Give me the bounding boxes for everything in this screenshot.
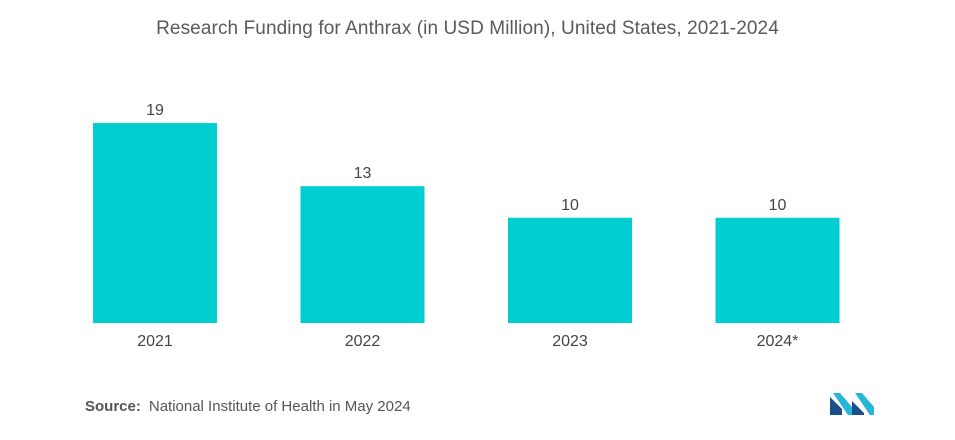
source-text: National Institute of Health in May 2024 — [148, 398, 411, 415]
chart-title: Research Funding for Anthrax (in USD Mil… — [156, 18, 779, 39]
bar-2023 — [508, 217, 632, 323]
bar-2024 — [715, 217, 840, 323]
bar-2021 — [93, 123, 217, 323]
x-tick-label: 2021 — [137, 333, 173, 350]
mordor-intelligence-logo-icon — [830, 393, 874, 415]
bar-value-label: 10 — [769, 197, 787, 214]
bar-value-label: 10 — [561, 197, 579, 214]
source-note: Source: National Institute of Health in M… — [85, 398, 411, 415]
bar-value-label: 13 — [354, 165, 372, 182]
source-label: Source: — [85, 398, 141, 415]
x-tick-label: 2022 — [345, 333, 381, 350]
x-tick-label: 2024* — [757, 333, 799, 350]
bar-2022 — [300, 186, 425, 323]
bar-value-label: 19 — [146, 102, 164, 119]
x-tick-label: 2023 — [552, 333, 588, 350]
